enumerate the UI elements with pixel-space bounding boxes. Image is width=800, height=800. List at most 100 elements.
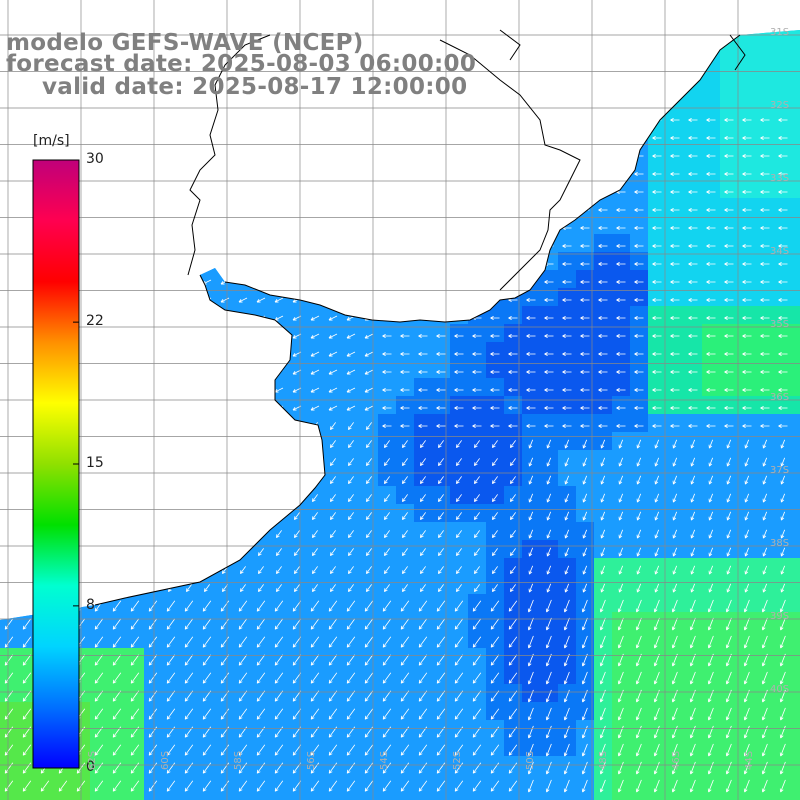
wind-arrow xyxy=(598,370,608,374)
wind-arrow xyxy=(94,171,104,177)
field-cell xyxy=(630,252,648,270)
wind-arrow xyxy=(364,744,374,756)
field-cell xyxy=(162,540,180,558)
field-cell xyxy=(414,792,432,800)
wind-arrow xyxy=(762,493,768,503)
wind-arrow xyxy=(4,261,14,267)
field-cell xyxy=(720,234,738,252)
wind-arrow xyxy=(401,458,408,466)
field-cell xyxy=(594,720,612,738)
wind-arrow xyxy=(654,547,660,557)
field-cell xyxy=(270,180,288,198)
field-cell xyxy=(432,234,450,252)
wind-arrow xyxy=(148,117,158,123)
wind-arrow xyxy=(382,244,392,248)
wind-arrow xyxy=(618,439,624,449)
wind-arrow xyxy=(382,118,392,122)
wind-arrow xyxy=(130,744,140,756)
wind-arrow xyxy=(581,707,588,721)
field-cell xyxy=(702,702,720,720)
wind-arrow xyxy=(328,333,338,339)
field-cell xyxy=(612,540,630,558)
wind-arrow xyxy=(346,405,356,411)
field-cell xyxy=(792,378,800,396)
field-cell xyxy=(558,252,576,270)
wind-arrow xyxy=(328,405,338,411)
wind-arrow xyxy=(618,565,624,575)
field-cell xyxy=(720,252,738,270)
wind-arrow xyxy=(311,476,318,484)
field-cell xyxy=(684,216,702,234)
field-cell xyxy=(792,576,800,594)
field-cell xyxy=(756,576,774,594)
wind-arrow xyxy=(22,171,32,177)
field-cell xyxy=(576,252,594,270)
wind-arrow xyxy=(454,172,464,176)
wind-arrow xyxy=(490,636,500,648)
wind-arrow xyxy=(778,424,788,428)
wind-arrow xyxy=(672,511,678,521)
wind-arrow xyxy=(112,279,122,285)
field-cell xyxy=(774,738,792,756)
field-cell xyxy=(684,540,702,558)
field-cell xyxy=(630,414,648,432)
field-cell xyxy=(630,396,648,414)
field-cell xyxy=(324,270,342,288)
wind-arrow xyxy=(220,189,230,195)
wind-arrow xyxy=(112,369,122,375)
field-cell xyxy=(108,108,126,126)
longitude-label: 46S xyxy=(671,750,682,770)
field-cell xyxy=(0,414,18,432)
field-cell xyxy=(270,234,288,252)
field-cell xyxy=(738,594,756,612)
field-cell xyxy=(612,306,630,324)
wind-arrow xyxy=(220,171,230,177)
field-cell xyxy=(666,504,684,522)
wind-arrow xyxy=(113,566,120,574)
field-cell xyxy=(180,684,198,702)
field-cell xyxy=(0,486,18,504)
field-cell xyxy=(720,360,738,378)
field-cell xyxy=(0,720,18,738)
wind-arrow xyxy=(185,530,192,538)
field-cell xyxy=(162,306,180,324)
wind-arrow xyxy=(275,548,282,556)
field-cell xyxy=(198,216,216,234)
field-cell xyxy=(666,0,684,18)
wind-arrow xyxy=(166,690,176,702)
field-cell xyxy=(144,0,162,18)
field-cell xyxy=(216,180,234,198)
wind-arrow xyxy=(725,653,732,667)
field-cell xyxy=(360,432,378,450)
wind-arrow xyxy=(418,118,428,122)
field-cell xyxy=(756,342,774,360)
wind-arrow xyxy=(418,424,428,428)
wind-arrow xyxy=(724,352,734,356)
wind-arrow xyxy=(94,744,104,756)
field-cell xyxy=(252,0,270,18)
wind-arrow xyxy=(400,672,410,684)
field-cell xyxy=(378,774,396,792)
wind-arrow xyxy=(418,352,428,356)
wind-arrow xyxy=(545,599,552,613)
field-cell xyxy=(270,648,288,666)
wind-arrow xyxy=(220,405,230,411)
wind-arrow xyxy=(544,154,554,158)
field-cell xyxy=(162,396,180,414)
field-cell xyxy=(180,522,198,540)
wind-arrow xyxy=(166,315,176,321)
field-cell xyxy=(234,252,252,270)
field-cell xyxy=(666,360,684,378)
field-cell xyxy=(720,0,738,18)
wind-arrow xyxy=(545,617,552,631)
wind-arrow xyxy=(112,405,122,411)
field-cell xyxy=(792,540,800,558)
field-cell xyxy=(324,108,342,126)
wind-arrow xyxy=(652,172,662,176)
field-cell xyxy=(414,162,432,180)
wind-arrow xyxy=(418,226,428,230)
wind-arrow xyxy=(544,352,554,356)
field-cell xyxy=(738,252,756,270)
wind-arrow xyxy=(707,707,714,721)
wind-arrow xyxy=(670,388,680,392)
